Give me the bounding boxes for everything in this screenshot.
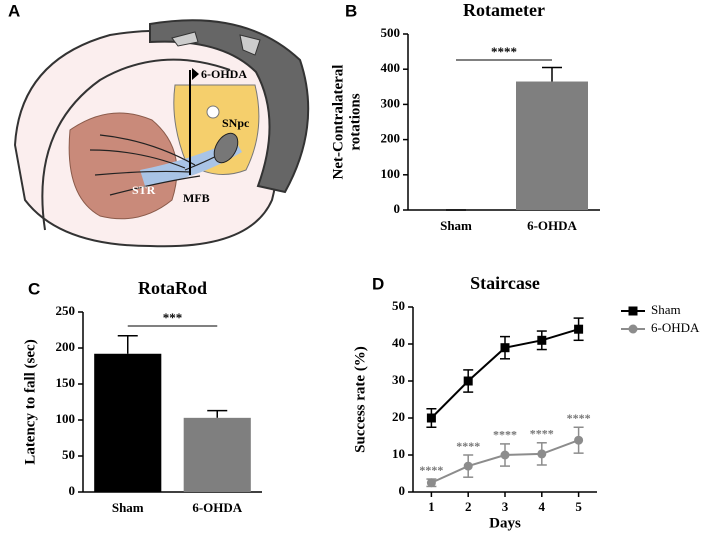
y-tick-label: 40	[392, 335, 405, 350]
legend-marker	[628, 306, 638, 316]
bar	[516, 81, 588, 211]
y-axis-label: Success rate (%)	[352, 346, 368, 453]
y-tick-label: 200	[381, 131, 401, 146]
bar	[94, 353, 162, 492]
panel-letter: D	[372, 274, 384, 293]
marker	[500, 450, 510, 460]
fibers	[89, 134, 229, 196]
significance-label: ****	[491, 44, 517, 59]
chart-title: Rotameter	[463, 0, 545, 20]
y-tick-label: 150	[56, 375, 76, 390]
y-tick-label: 20	[392, 409, 405, 424]
diagram-label: STR	[132, 183, 156, 197]
y-tick-label: 10	[392, 446, 405, 461]
marker	[500, 343, 510, 353]
x-tick-label: 1	[428, 499, 435, 514]
significance-label: ***	[163, 310, 183, 325]
y-tick-label: 0	[399, 483, 406, 498]
x-axis-label: Days	[489, 515, 521, 531]
x-tick-label: Sham	[440, 218, 472, 233]
y-tick-label: 500	[381, 25, 401, 40]
cortex-fold	[41, 58, 231, 231]
y-tick-label: 250	[56, 303, 76, 318]
y-tick-label: 50	[392, 298, 405, 313]
annotation: ****	[530, 427, 554, 441]
marker	[537, 335, 547, 345]
diagram-label: SNpc	[222, 116, 250, 130]
y-axis-label: Net-Contralateral	[330, 65, 346, 180]
marker	[463, 376, 473, 386]
y-tick-label: 0	[69, 483, 76, 498]
x-tick-label: 5	[575, 499, 582, 514]
annotation: ****	[456, 439, 480, 453]
y-tick-label: 200	[56, 339, 76, 354]
x-tick-label: 4	[539, 499, 546, 514]
annotation: ****	[419, 463, 443, 477]
diagram-label: MFB	[183, 191, 210, 205]
x-tick-label: Sham	[112, 500, 144, 515]
y-tick-label: 0	[394, 201, 401, 216]
marker	[426, 478, 436, 488]
y-tick-label: 400	[381, 60, 401, 75]
y-tick-label: 100	[381, 166, 401, 181]
chart-title: RotaRod	[138, 278, 207, 298]
brain-diagram: 6-OHDA SNpc STR MFB A	[8, 1, 310, 248]
x-tick-label: 3	[502, 499, 509, 514]
panel-letter: C	[28, 279, 40, 298]
arrowhead	[192, 68, 199, 80]
marker	[574, 435, 584, 445]
annotation: ****	[493, 428, 517, 442]
y-tick-label: 50	[62, 447, 75, 462]
snpc	[213, 132, 239, 164]
legend-label: 6-OHDA	[651, 320, 700, 335]
x-tick-label: 2	[465, 499, 472, 514]
chart-title: Staircase	[470, 273, 540, 293]
y-axis-label: Latency to fall (sec)	[22, 339, 38, 464]
x-tick-label: 6-OHDA	[527, 218, 577, 233]
panel-letter: A	[8, 1, 20, 20]
cerebellum	[149, 19, 310, 194]
bar	[183, 417, 251, 492]
y-axis-label: rotations	[347, 93, 363, 150]
y-tick-label: 300	[381, 95, 401, 110]
annotation: ****	[567, 411, 591, 425]
marker	[426, 413, 436, 423]
panel-letter: B	[345, 1, 357, 20]
fold	[171, 31, 261, 56]
striatum	[68, 112, 178, 220]
y-tick-label: 100	[56, 411, 76, 426]
x-tick-label: 6-OHDA	[192, 500, 242, 515]
diagram-label: 6-OHDA	[201, 67, 247, 81]
legend-label: Sham	[651, 302, 681, 317]
marker	[463, 461, 473, 471]
marker	[537, 449, 547, 459]
marker	[574, 324, 584, 334]
legend-marker	[628, 324, 638, 334]
y-tick-label: 30	[392, 372, 405, 387]
ventricle	[206, 105, 220, 119]
